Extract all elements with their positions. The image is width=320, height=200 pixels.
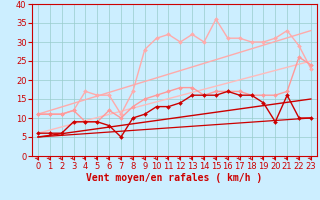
X-axis label: Vent moyen/en rafales ( km/h ): Vent moyen/en rafales ( km/h )	[86, 173, 262, 183]
